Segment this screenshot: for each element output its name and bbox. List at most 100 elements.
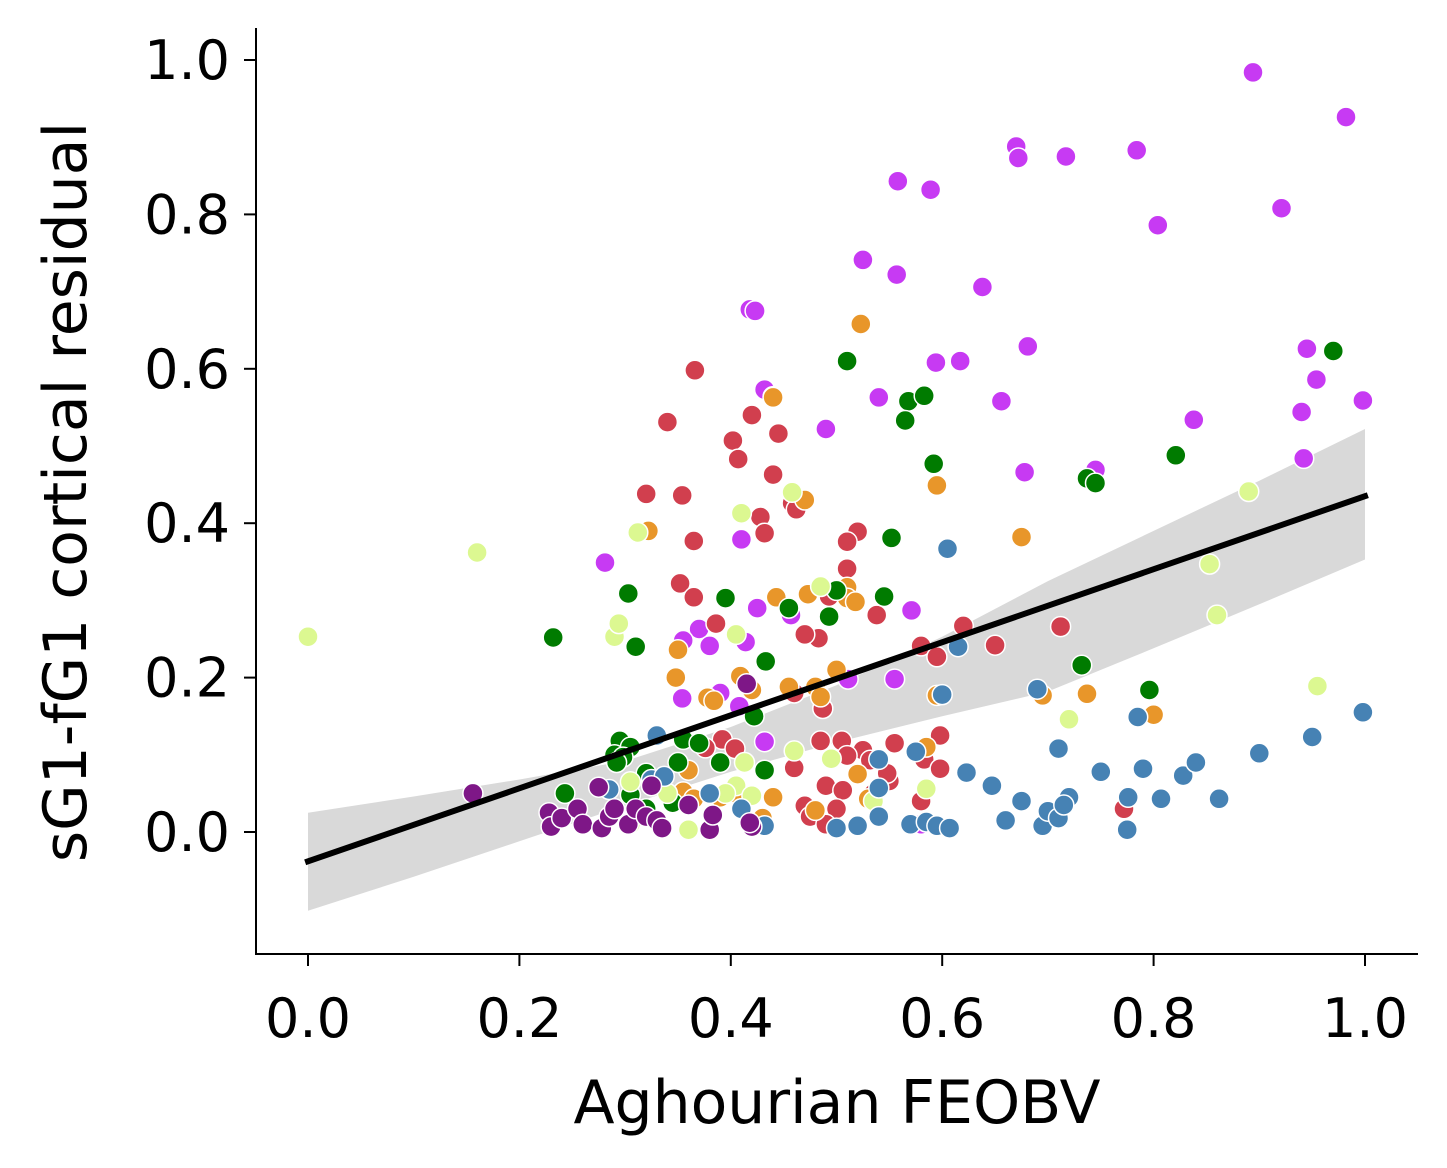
data-point-series-4 [836, 350, 858, 372]
y-tick-label: 0.6 [144, 338, 230, 401]
data-point-series-1 [1013, 461, 1036, 483]
data-point-series-6 [1047, 737, 1070, 760]
data-point-series-6 [1026, 678, 1049, 700]
data-point-series-2 [832, 779, 854, 802]
data-point-series-5 [1206, 604, 1228, 626]
data-point-series-2 [836, 530, 858, 553]
y-tick-label: 0.4 [144, 492, 230, 555]
data-point-series-5 [1237, 480, 1260, 503]
data-point-series-6 [1172, 764, 1194, 787]
data-point-series-3 [809, 686, 832, 708]
data-point-series-1 [1007, 147, 1030, 169]
data-point-series-7 [550, 807, 573, 829]
data-point-series-4 [1138, 679, 1161, 701]
data-point-series-5 [783, 740, 805, 762]
data-point-series-1 [883, 668, 906, 690]
data-point-series-2 [794, 623, 816, 646]
data-point-series-5 [809, 575, 832, 598]
data-point-series-3 [703, 690, 725, 712]
data-point-series-4 [818, 605, 840, 628]
x-tick-label: 0.8 [1111, 987, 1197, 1050]
data-point-series-6 [868, 777, 890, 799]
data-point-series-6 [868, 748, 890, 771]
data-point-series-1 [1305, 368, 1328, 391]
data-point-series-4 [1070, 654, 1093, 676]
data-point-series-1 [1292, 447, 1315, 470]
data-point-series-4 [542, 626, 564, 649]
data-point-series-2 [929, 757, 951, 780]
data-point-series-4 [913, 385, 935, 407]
data-point-series-4 [778, 597, 800, 619]
data-point-series-7 [739, 811, 761, 834]
data-point-series-4 [624, 635, 647, 658]
data-point-series-7 [702, 804, 724, 826]
data-point-series-2 [656, 411, 679, 433]
data-point-series-2 [671, 484, 693, 507]
data-point-series-1 [925, 351, 947, 374]
data-point-series-6 [1150, 788, 1172, 810]
data-point-series-6 [994, 809, 1017, 832]
data-point-series-1 [730, 528, 753, 551]
data-point-series-4 [754, 650, 777, 673]
data-point-series-1 [1147, 214, 1169, 236]
data-point-series-1 [868, 386, 890, 409]
points-layer [297, 61, 1374, 841]
data-point-series-5 [781, 481, 803, 504]
x-tick-label: 0.4 [688, 987, 774, 1050]
data-point-series-5 [725, 623, 747, 646]
data-point-series-1 [900, 599, 923, 622]
data-point-series-6 [905, 740, 927, 763]
data-point-series-5 [730, 502, 753, 524]
data-point-series-2 [926, 646, 948, 668]
regression-line-layer [304, 492, 1369, 866]
data-point-series-3 [804, 799, 827, 822]
data-point-series-1 [671, 687, 693, 710]
data-point-series-6 [1053, 794, 1075, 816]
data-point-series-4 [880, 527, 903, 549]
data-point-series-4 [667, 751, 689, 774]
data-point-series-4 [873, 585, 895, 608]
data-point-series-4 [688, 732, 710, 754]
data-point-series-2 [684, 359, 706, 382]
y-axis-label: sG1-fG1 cortical residual [31, 122, 101, 862]
data-point-series-5 [608, 612, 630, 635]
x-tick-label: 0.0 [265, 987, 351, 1050]
y-tick-label: 0.0 [144, 801, 230, 864]
data-point-series-2 [635, 483, 657, 505]
x-ticks: 0.0 0.2 0.4 0.6 0.8 1.0 [265, 954, 1408, 1050]
data-point-series-6 [1185, 751, 1207, 774]
data-point-series-2 [883, 732, 906, 754]
x-tick-label: 0.2 [476, 987, 562, 1050]
data-point-series-2 [809, 730, 832, 752]
x-tick-label: 0.6 [899, 987, 985, 1050]
data-point-series-5 [820, 747, 842, 770]
data-point-series-4 [709, 751, 731, 774]
data-point-series-2 [705, 612, 727, 635]
data-point-series-3 [762, 386, 784, 409]
data-point-series-1 [919, 178, 942, 201]
data-point-series-7 [603, 798, 626, 820]
data-point-series-4 [1322, 340, 1345, 362]
data-point-series-3 [926, 474, 948, 497]
data-point-series-2 [767, 422, 790, 445]
data-point-series-1 [744, 300, 766, 322]
data-point-series-6 [1132, 757, 1154, 780]
data-point-series-2 [683, 586, 705, 609]
data-point-series-2 [836, 557, 858, 580]
data-point-series-3 [846, 763, 869, 785]
data-point-series-1 [746, 597, 768, 619]
data-point-series-1 [753, 730, 776, 753]
data-point-series-2 [669, 572, 691, 595]
data-point-series-4 [554, 782, 576, 805]
data-point-series-1 [949, 350, 971, 372]
data-point-series-5 [1306, 675, 1329, 697]
data-point-series-4 [1084, 472, 1107, 494]
data-point-series-3 [665, 666, 687, 689]
data-point-series-7 [677, 794, 700, 816]
data-point-series-4 [714, 587, 737, 609]
x-tick-label: 1.0 [1322, 987, 1408, 1050]
data-point-series-1 [990, 390, 1013, 412]
data-point-series-5 [1198, 553, 1221, 575]
data-point-series-7 [587, 776, 610, 798]
data-point-series-6 [1090, 761, 1112, 783]
